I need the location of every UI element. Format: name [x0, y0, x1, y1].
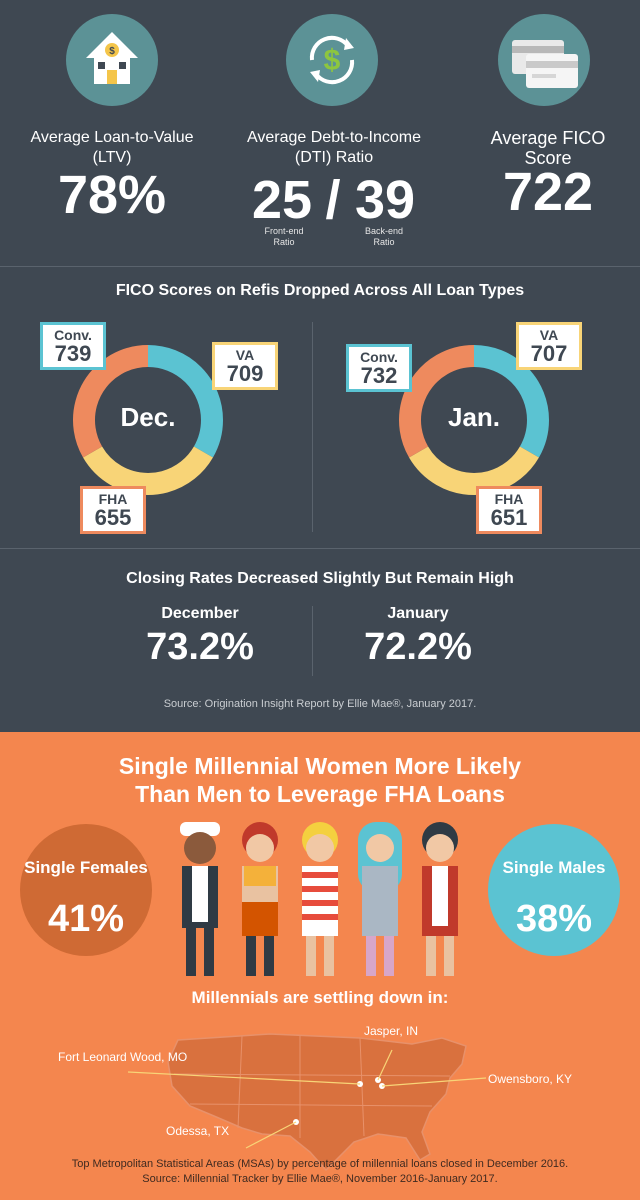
ltv-value: 78%	[57, 165, 167, 225]
dec-conv-box: Conv. 739	[40, 322, 106, 370]
dti-label: Average Debt-to-Income (DTI) Ratio	[246, 129, 421, 166]
december-value: 73.2%	[146, 626, 254, 668]
woman-5-icon	[422, 822, 458, 976]
jan-va-value: 707	[530, 341, 568, 366]
millennial-source: Source: Millennial Tracker by Ellie Mae®…	[142, 1173, 498, 1185]
dec-fha-value: 655	[94, 505, 132, 530]
settling-heading: Millennials are settling down in:	[191, 988, 449, 1007]
jan-fha-value: 651	[490, 505, 528, 530]
january-value: 72.2%	[364, 626, 472, 668]
fico-label: Average FICO Score	[490, 128, 606, 168]
va-label: VA	[539, 327, 559, 343]
dti-separator: /	[325, 170, 341, 230]
males-value: 38%	[515, 898, 593, 940]
fha-segment	[73, 345, 223, 495]
dec-conv-value: 739	[54, 341, 92, 366]
fha-label: FHA	[98, 491, 128, 507]
footnote: Top Metropolitan Statistical Areas (MSAs…	[71, 1158, 569, 1170]
dti-back-value: 39	[354, 170, 416, 230]
ltv-label: Average Loan-to-Value (LTV)	[30, 129, 194, 166]
jan-va-box: VA 707	[516, 322, 582, 370]
jan-label: Jan.	[447, 402, 501, 432]
credit-card-icon	[498, 14, 590, 106]
dti-front-value: 25	[252, 170, 313, 230]
jan-donut-chart	[399, 345, 549, 495]
dec-label: Dec.	[120, 402, 176, 432]
fico-refis-title: FICO Scores on Refis Dropped Across All …	[115, 282, 525, 299]
dec-fha-box: FHA 655	[80, 486, 146, 534]
city-fort-leonard-wood: Fort Leonard Wood, MO	[58, 1050, 188, 1064]
december-label: December	[161, 605, 239, 622]
fha-segment	[399, 345, 549, 495]
divider	[312, 322, 313, 532]
closing-source: Source: Origination Insight Report by El…	[163, 698, 477, 710]
closing-title: Closing Rates Decreased Slightly But Rem…	[126, 570, 514, 587]
females-bubble	[20, 824, 152, 956]
dec-va-box: VA 709	[212, 342, 278, 390]
divider	[0, 548, 640, 549]
va-label: VA	[235, 347, 255, 363]
fico-value: 722	[502, 162, 594, 222]
city-owensboro: Owensboro, KY	[488, 1072, 573, 1086]
divider	[0, 266, 640, 267]
conv-label: Conv.	[54, 327, 92, 343]
jan-fha-box: FHA 651	[476, 486, 542, 534]
jan-conv-value: 732	[360, 363, 398, 388]
woman-1-icon	[180, 822, 220, 976]
males-bubble	[488, 824, 620, 956]
svg-text:$: $	[109, 46, 115, 57]
fha-label: FHA	[494, 491, 524, 507]
stats-section: $ $ Average	[0, 0, 640, 732]
va-segment	[399, 345, 549, 495]
back-end-caption: Back-end Ratio	[364, 226, 404, 247]
males-label: Single Males	[502, 858, 606, 877]
females-label: Single Females	[24, 858, 148, 877]
svg-text:$: $	[324, 44, 341, 77]
woman-3-icon	[302, 822, 338, 976]
woman-4-icon	[358, 822, 402, 976]
map-leader-lines	[127, 1049, 487, 1149]
woman-2-icon	[242, 822, 278, 976]
females-value: 41%	[47, 898, 125, 940]
millennials-section: Single Millennial Women More Likely Than…	[0, 732, 640, 1200]
dec-donut-chart	[73, 345, 223, 495]
millennials-title-line2: Than Men to Leverage FHA Loans	[135, 781, 505, 807]
millennials-title-line1: Single Millennial Women More Likely	[118, 753, 522, 779]
refresh-dollar-icon: $	[286, 14, 378, 106]
house-icon: $	[66, 14, 158, 106]
va-segment	[73, 345, 223, 495]
jan-conv-box: Conv. 732	[346, 344, 412, 392]
front-end-caption: Front-end Ratio	[264, 226, 304, 247]
city-jasper: Jasper, IN	[364, 1024, 419, 1038]
conv-label: Conv.	[360, 349, 398, 365]
millennial-women-illustration	[180, 822, 458, 976]
divider	[312, 606, 313, 676]
dec-va-value: 709	[226, 361, 264, 386]
january-label: January	[387, 605, 449, 622]
us-map	[167, 1033, 467, 1172]
us-outline	[167, 1033, 467, 1172]
city-odessa: Odessa, TX	[166, 1124, 230, 1138]
